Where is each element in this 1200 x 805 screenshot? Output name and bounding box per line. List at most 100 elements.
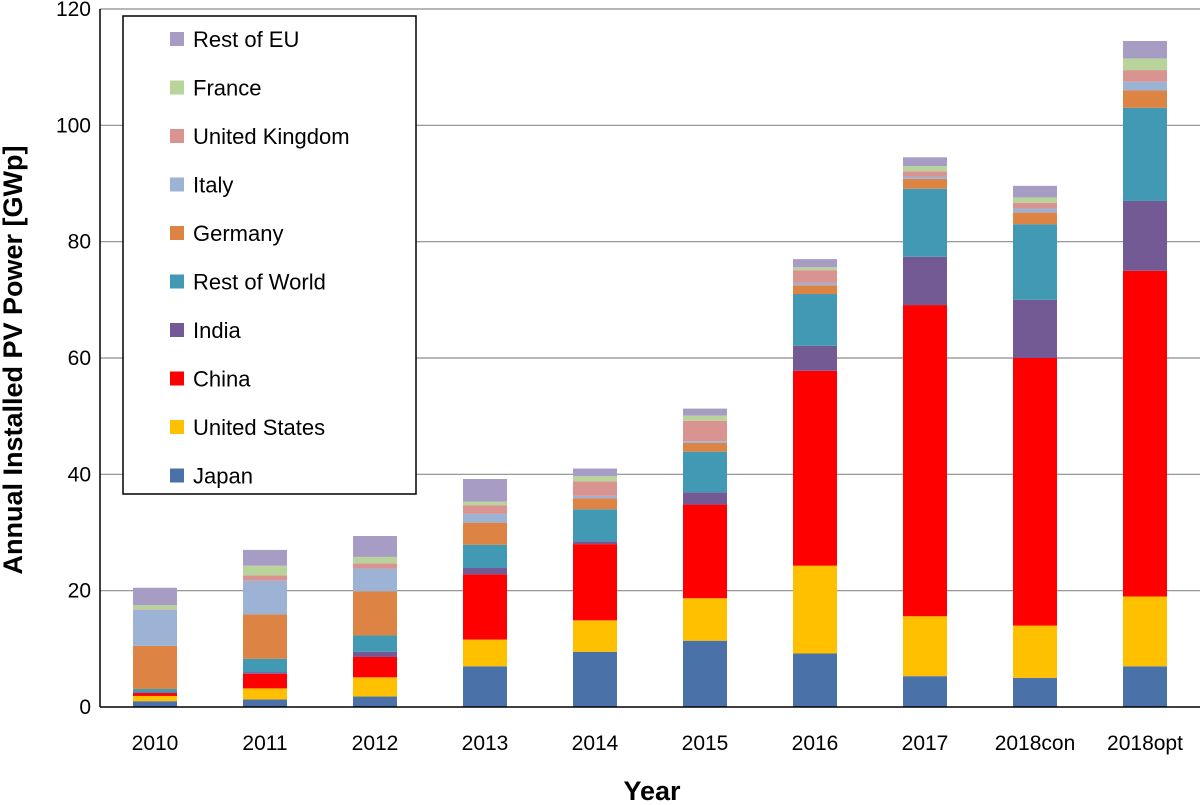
bar-segment <box>1013 299 1057 358</box>
x-tick-label: 2013 <box>462 732 509 755</box>
bar-segment <box>793 267 837 271</box>
legend-swatch <box>170 226 184 240</box>
bar-segment <box>463 522 507 545</box>
x-tick-label: 2010 <box>132 732 179 755</box>
bar-segment <box>463 639 507 667</box>
bar-segment <box>463 505 507 514</box>
bar-segment <box>573 651 617 707</box>
legend-label: Germany <box>193 221 283 246</box>
bar-segment <box>793 270 837 283</box>
bar-segment <box>573 495 617 499</box>
bar-segment <box>353 556 397 564</box>
bar-segment <box>463 567 507 575</box>
bar-segment <box>793 282 837 286</box>
bar-segment <box>793 370 837 566</box>
bar-segment <box>683 442 727 452</box>
legend: Rest of EU France United Kingdom Italy Germa… <box>122 15 417 495</box>
bar-segment <box>573 544 617 621</box>
bars <box>133 40 1167 707</box>
bar-segment <box>903 305 947 617</box>
y-tick-label: 80 <box>68 231 91 254</box>
bar-segment <box>1123 107 1167 201</box>
bar-segment <box>903 176 947 179</box>
legend-swatch <box>170 129 184 143</box>
bar-segment <box>463 666 507 707</box>
x-tick-label: 2016 <box>792 732 839 755</box>
legend-label: Japan <box>193 464 253 489</box>
bar-segment <box>793 294 837 346</box>
bar-segment <box>353 563 397 569</box>
bar-segment <box>573 498 617 510</box>
bar-segment <box>683 408 727 416</box>
bar-segment <box>1013 358 1057 626</box>
bar-segment <box>793 653 837 707</box>
bar-segment <box>463 544 507 568</box>
legend-label: Italy <box>193 173 233 198</box>
x-tick-label: 2014 <box>572 732 619 755</box>
bar-segment <box>1123 40 1167 59</box>
bar-segment <box>903 157 947 167</box>
bar-segment <box>793 285 837 295</box>
bar-segment <box>133 587 177 606</box>
x-axis-title: Year <box>623 776 681 805</box>
legend-label: India <box>193 318 241 343</box>
x-tick-label: 2011 <box>242 732 287 755</box>
bar-segment <box>683 598 727 641</box>
legend-label: Rest of EU <box>193 27 299 52</box>
bar-segment <box>1013 625 1057 678</box>
bar-segment <box>133 605 177 610</box>
bar-segment <box>683 504 727 599</box>
legend-label: China <box>193 367 251 392</box>
bar-segment <box>243 658 287 673</box>
bar-segment <box>573 481 617 496</box>
x-tick-label: 2018con <box>995 732 1076 755</box>
bar-segment <box>1123 58 1167 71</box>
bar-segment <box>243 580 287 615</box>
legend-swatch <box>170 177 184 192</box>
bar-segment <box>1123 666 1167 707</box>
bar-segment <box>683 415 727 421</box>
y-tick-label: 60 <box>68 347 91 370</box>
bar-segment <box>133 693 177 696</box>
x-tick-labels: 2010 2011 2012 2013 2014 2015 2016 2017 2018con 2… <box>132 732 1183 755</box>
legend-swatch <box>170 32 184 46</box>
bar-segment <box>793 565 837 654</box>
bar-segment <box>243 673 287 689</box>
bar-segment <box>1013 212 1057 225</box>
legend-swatch <box>170 420 184 434</box>
bar-segment <box>683 451 727 493</box>
x-tick-label: 2017 <box>902 732 949 755</box>
bar-segment <box>133 692 177 694</box>
legend-swatch <box>170 80 184 95</box>
bar-segment <box>133 609 177 610</box>
bar-segment <box>353 535 397 557</box>
bar-segment <box>353 656 397 678</box>
bar-segment <box>903 616 947 677</box>
bar-segment <box>683 640 727 707</box>
bar-segment <box>243 672 287 674</box>
bar-segment <box>1123 70 1167 82</box>
bar-segment <box>353 677 397 697</box>
bar-segment <box>463 574 507 640</box>
y-tick-label: 0 <box>79 696 91 719</box>
bar-segment <box>463 513 507 523</box>
bar-segment <box>1123 596 1167 667</box>
bar-segment <box>243 688 287 700</box>
bar-segment <box>1013 185 1057 198</box>
bar-segment <box>903 166 947 172</box>
bar-segment <box>243 614 287 659</box>
y-axis-title: Annual Installed PV Power [GWp] <box>0 145 28 574</box>
legend-label: France <box>193 76 261 101</box>
y-tick-label: 120 <box>56 0 91 21</box>
bar-segment <box>903 256 947 306</box>
bar-segment <box>243 549 287 566</box>
legend-label: United States <box>193 415 325 440</box>
legend-label: United Kingdom <box>193 124 350 149</box>
bar-segment <box>243 575 287 581</box>
bar-segment <box>573 541 617 545</box>
y-tick-label: 20 <box>68 580 91 603</box>
bar-segment <box>1013 197 1057 203</box>
bar-segment <box>133 688 177 693</box>
legend-label: Rest of World <box>193 270 326 295</box>
